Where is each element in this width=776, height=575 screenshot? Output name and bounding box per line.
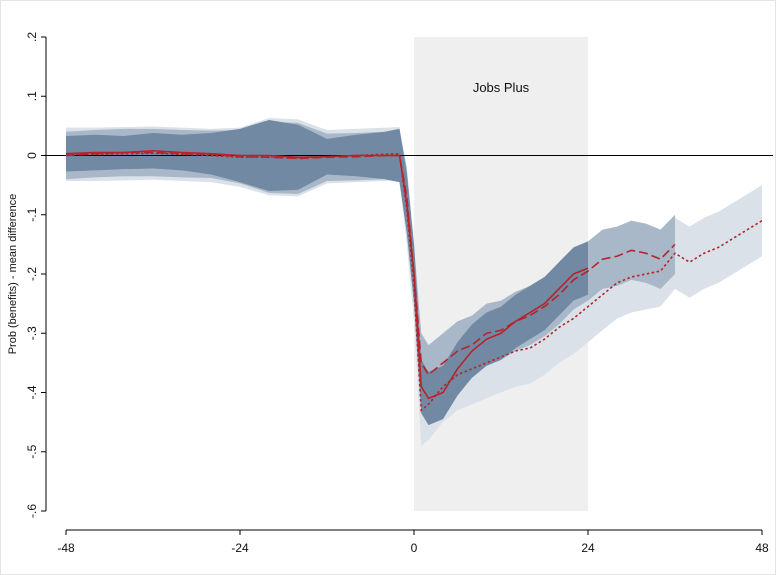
y-tick-label: -.1 bbox=[25, 207, 39, 221]
x-tick-label: 24 bbox=[581, 541, 595, 555]
series-line bbox=[66, 152, 763, 412]
x-tick-label: 48 bbox=[755, 541, 769, 555]
x-tick-label: -48 bbox=[57, 541, 75, 555]
y-tick-label: .1 bbox=[25, 91, 39, 101]
y-tick-label: .2 bbox=[25, 32, 39, 42]
series-line bbox=[65, 151, 676, 376]
shade-label: Jobs Plus bbox=[473, 80, 530, 95]
y-tick-label: -.6 bbox=[25, 504, 39, 518]
y-tick-label: -.4 bbox=[25, 385, 39, 399]
confidence-band bbox=[66, 119, 588, 426]
x-tick-label: -24 bbox=[231, 541, 249, 555]
y-tick-label: -.5 bbox=[25, 444, 39, 458]
y-tick-label: 0 bbox=[25, 152, 39, 159]
y-tick-label: -.3 bbox=[25, 326, 39, 340]
series-line bbox=[65, 149, 589, 400]
y-tick-label: -.2 bbox=[25, 267, 39, 281]
y-axis-label: Prob (benefits) - mean difference bbox=[7, 194, 19, 355]
x-tick-label: 0 bbox=[411, 541, 418, 555]
